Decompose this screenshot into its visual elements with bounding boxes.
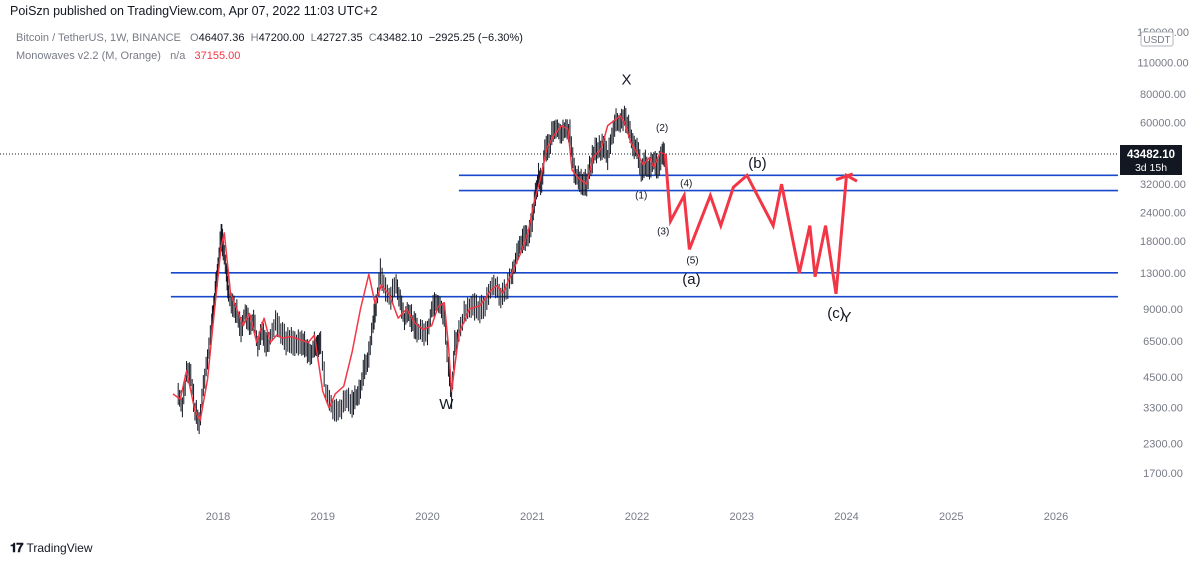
horizontal-levels xyxy=(170,174,1118,298)
overlay-line xyxy=(172,115,666,422)
annotation-label: Y xyxy=(841,309,851,326)
open-value: 46407.36 xyxy=(198,32,245,44)
annotation-label: (a) xyxy=(682,271,700,288)
price-tick-label: 2300.00 xyxy=(1143,438,1183,450)
price-tick-label: 60000.00 xyxy=(1140,117,1186,129)
footer-brand[interactable]: 𝟏𝟕 TradingView xyxy=(10,540,93,556)
annotation-label: X xyxy=(622,72,632,89)
time-tick-label: 2021 xyxy=(520,511,544,523)
bar-countdown: 3d 15h xyxy=(1135,162,1167,174)
last-price-value: 43482.10 xyxy=(1127,149,1175,161)
indicator-legend: Monowaves v2.2 (M, Orange) n/a 37155.00 xyxy=(16,50,240,62)
annotation-label: W xyxy=(439,396,454,413)
wave-annotations: X W (2) (b) (4) (1) (3) (5) (a) (c)Y xyxy=(439,72,851,414)
indicator-value: 37155.00 xyxy=(194,50,241,62)
time-tick-label: 2022 xyxy=(625,511,649,523)
change-value: −2925.25 (−6.30%) xyxy=(428,32,523,44)
publish-header: PoiSzn published on TradingView.com, Apr… xyxy=(10,4,378,18)
annotation-label: (4) xyxy=(680,178,692,189)
projection-arrow-head xyxy=(835,172,854,182)
price-tick-label: 110000.00 xyxy=(1137,58,1188,70)
price-axis[interactable]: 150000.00110000.0080000.0060000.0032000.… xyxy=(1137,27,1189,480)
indicator-na: n/a xyxy=(170,50,186,62)
currency-badge-label: USDT xyxy=(1143,35,1170,46)
time-tick-label: 2020 xyxy=(415,511,439,523)
price-tick-label: 13000.00 xyxy=(1140,268,1186,280)
symbol-legend: Bitcoin / TetherUS, 1W, BINANCE O46407.3… xyxy=(16,32,523,44)
time-tick-label: 2024 xyxy=(834,511,858,523)
last-price-badge-bg xyxy=(1120,144,1182,175)
price-tick-label: 32000.00 xyxy=(1140,179,1186,191)
time-axis[interactable]: 2018 2019 2020 2021 2022 2023 2024 2025 2026 xyxy=(206,511,1068,523)
time-tick-label: 2025 xyxy=(939,511,963,523)
price-tick-label: 18000.00 xyxy=(1140,236,1186,248)
tradingview-logo-icon: 𝟏𝟕 xyxy=(10,540,24,555)
annotation-label: (b) xyxy=(748,155,766,172)
indicator-title[interactable]: Monowaves v2.2 (M, Orange) xyxy=(16,50,161,62)
annotation-label: (1) xyxy=(635,191,647,202)
currency-badge-bg xyxy=(1140,31,1174,47)
price-tick-label: 1700.00 xyxy=(1143,468,1183,480)
high-value: 47200.00 xyxy=(258,32,305,44)
price-tick-label: 9000.00 xyxy=(1143,304,1183,316)
annotation-label: (c) xyxy=(827,305,845,322)
projection-line xyxy=(663,153,858,295)
time-tick-label: 2019 xyxy=(311,511,335,523)
price-tick-label: 6500.00 xyxy=(1143,336,1183,348)
symbol-title[interactable]: Bitcoin / TetherUS, 1W, BINANCE xyxy=(16,32,181,44)
footer-brand-label: TradingView xyxy=(26,541,93,555)
annotation-label: (5) xyxy=(686,255,698,266)
price-tick-label: 4500.00 xyxy=(1143,372,1183,384)
price-tick-label: 3300.00 xyxy=(1143,403,1183,415)
annotation-label: (3) xyxy=(657,226,669,237)
price-tick-label: 80000.00 xyxy=(1140,89,1186,101)
wave-projection xyxy=(663,153,858,295)
currency-badge[interactable]: USDT xyxy=(1140,31,1174,47)
time-tick-label: 2026 xyxy=(1044,511,1068,523)
close-value: 43482.10 xyxy=(376,32,423,44)
annotation-label: (2) xyxy=(656,123,668,134)
time-tick-label: 2023 xyxy=(730,511,754,523)
price-tick-label: 24000.00 xyxy=(1140,207,1186,219)
time-tick-label: 2018 xyxy=(206,511,230,523)
monowave-overlay xyxy=(172,115,666,422)
low-value: 42727.35 xyxy=(316,32,363,44)
price-bars xyxy=(177,105,665,435)
